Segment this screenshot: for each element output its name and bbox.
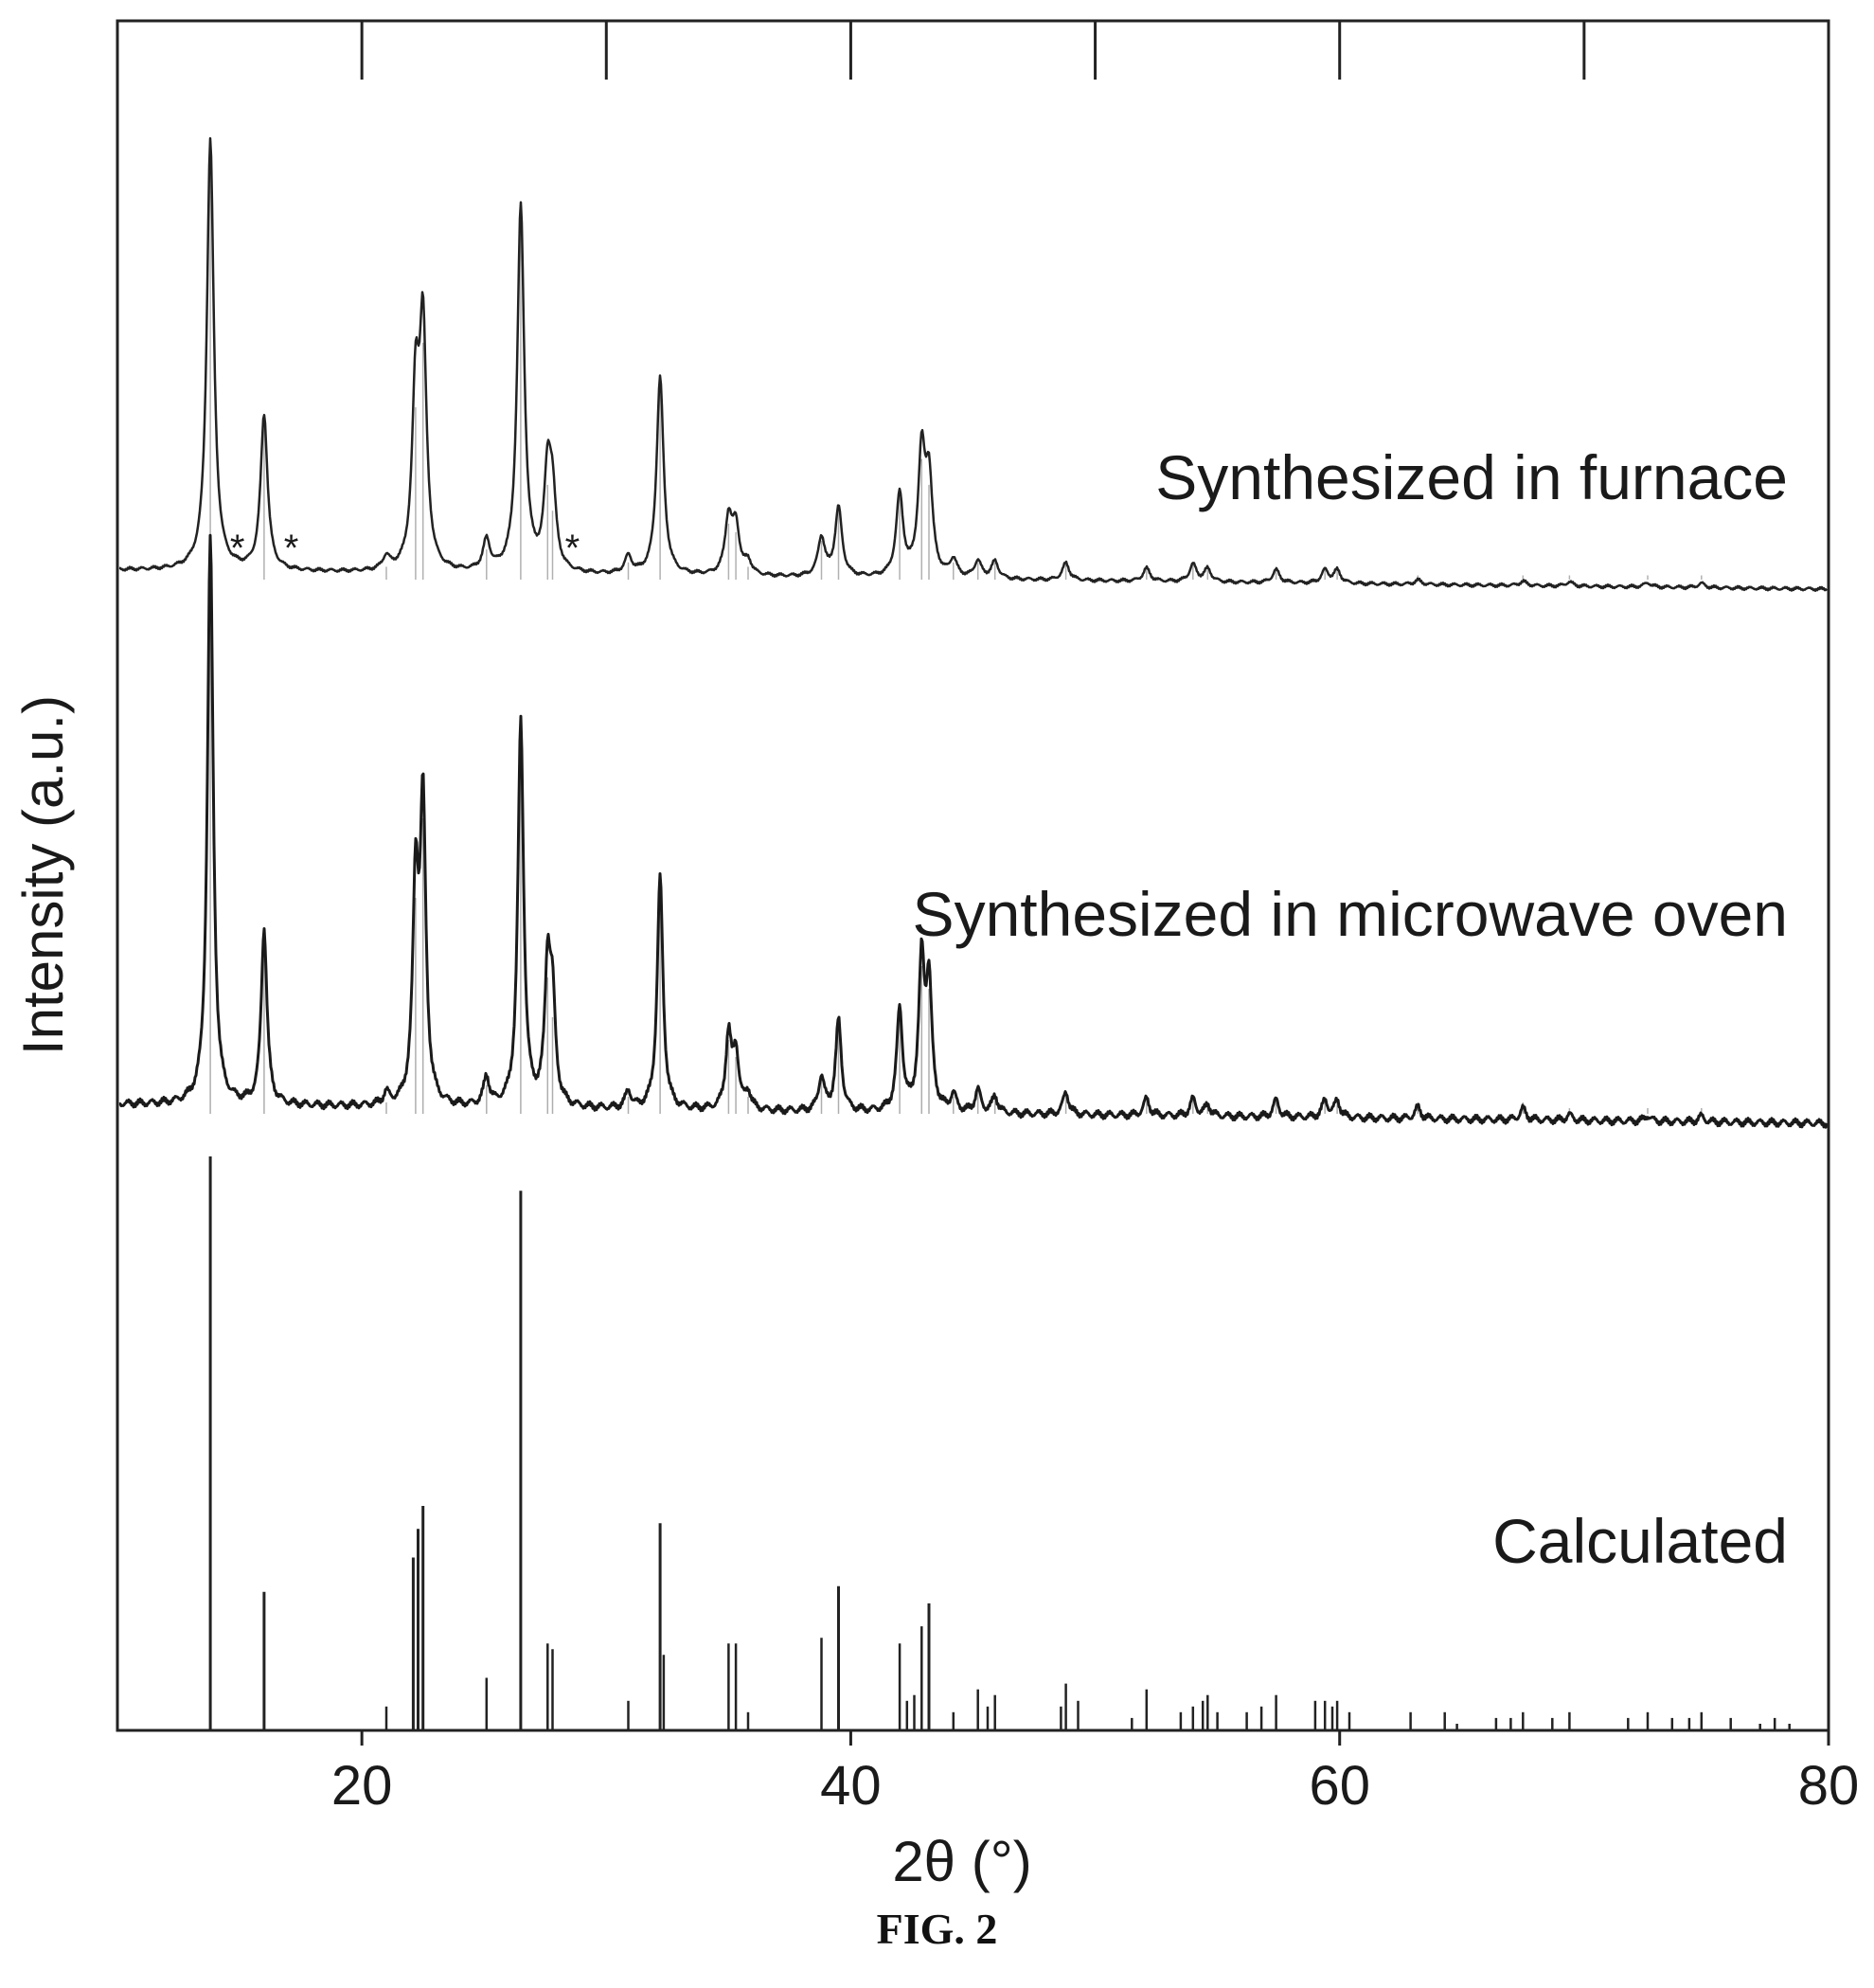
x-tick-label: 40 [820, 1755, 882, 1817]
x-tick-label: 60 [1309, 1755, 1370, 1817]
series-2 [118, 533, 1829, 1129]
figure-caption: FIG. 2 [876, 1905, 998, 1953]
y-axis-label: Intensity (a.u.) [11, 695, 75, 1055]
diffraction-traces: * * * [118, 136, 1829, 1729]
impurity-asterisk: * [230, 528, 245, 569]
series-label-microwave: Synthesized in microwave oven [913, 879, 1788, 949]
series-label-calculated: Calculated [1492, 1506, 1788, 1576]
x-tick-label: 80 [1798, 1755, 1860, 1817]
impurity-asterisk: * [565, 528, 580, 569]
series-label-furnace: Synthesized in furnace [1155, 442, 1788, 512]
series-1: * * * [118, 136, 1829, 592]
plot-frame [116, 19, 1830, 1732]
x-axis-label: 2θ (°) [892, 1830, 1031, 1893]
x-tick-label: 20 [331, 1755, 393, 1817]
plot-border [116, 19, 1830, 1732]
axis-ticks: 20 40 60 80 [331, 21, 1859, 1817]
trace-line [118, 533, 1829, 1129]
trace-line [118, 136, 1829, 592]
series-3 [208, 1156, 1791, 1729]
impurity-asterisk: * [284, 528, 299, 569]
